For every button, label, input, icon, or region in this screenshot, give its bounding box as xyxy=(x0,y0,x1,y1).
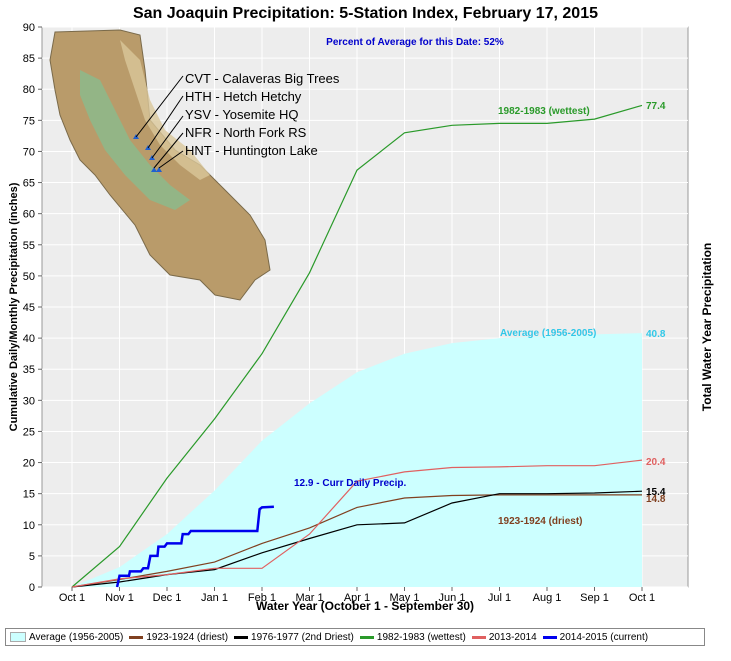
legend-label: 2013-2014 xyxy=(488,631,537,643)
x-tick-label: Feb 1 xyxy=(248,592,276,604)
central-valley-shading xyxy=(80,70,190,210)
legend-item: Average (1956-2005) xyxy=(10,632,123,643)
y-tick-label: 60 xyxy=(23,209,35,221)
x-tick-label: Aug 1 xyxy=(533,592,562,604)
y-tick-label: 35 xyxy=(23,364,35,376)
y-tick-label: 15 xyxy=(23,489,35,501)
legend-label: Average (1956-2005) xyxy=(29,631,124,643)
y2014-total: 20.4 xyxy=(646,457,666,468)
x-tick-label: Nov 1 xyxy=(105,592,134,604)
sierra-shading xyxy=(120,40,210,180)
series-line-5 xyxy=(115,505,274,588)
california-map-inset: CVT - Calaveras Big Trees HTH - Hetch He… xyxy=(49,29,340,301)
legend-swatch xyxy=(10,632,26,642)
station-label-hnt: HNT - Huntington Lake xyxy=(185,143,318,158)
legend-item: 1982-1983 (wettest) xyxy=(359,631,466,643)
y-tick-label: 20 xyxy=(23,458,35,470)
legend-label: 1923-1924 (driest) xyxy=(146,631,229,643)
y-tick-label: 5 xyxy=(29,551,35,563)
legend: Average (1956-2005) 1923-1924 (driest) 197… xyxy=(5,628,705,646)
legend-label: 2014-2015 (current) xyxy=(559,631,649,643)
legend-swatch xyxy=(471,635,486,639)
y-tick-label: 45 xyxy=(23,302,35,314)
legend-item: 1923-1924 (driest) xyxy=(129,632,228,643)
average-label: Average (1956-2005) xyxy=(500,328,596,339)
x-tick-label: Oct 1 xyxy=(59,592,85,604)
x-tick-label: May 1 xyxy=(390,592,420,604)
y-tick-label: 0 xyxy=(29,582,35,594)
chart-title: San Joaquin Precipitation: 5-Station Ind… xyxy=(132,5,598,22)
y-tick-label: 80 xyxy=(23,84,35,96)
legend-item: 2013-2014 xyxy=(471,631,537,643)
average-total: 40.8 xyxy=(646,329,666,340)
percent-of-average-annotation: Percent of Average for this Date: 52% xyxy=(326,37,504,48)
station-leader-lines xyxy=(135,75,184,169)
series-line-3 xyxy=(71,104,643,588)
legend-label: 1982-1983 (wettest) xyxy=(376,631,466,643)
x-tick-label: Jan 1 xyxy=(201,592,228,604)
series-line-1 xyxy=(71,494,642,588)
x-tick-label: Mar 1 xyxy=(295,592,323,604)
y1977-total: 15.4 xyxy=(646,487,666,498)
x-tick-label: Apr 1 xyxy=(344,592,370,604)
y-tick-label: 55 xyxy=(23,240,35,252)
station-marker-hnt-icon xyxy=(156,167,162,172)
wettest-total: 77.4 xyxy=(646,101,666,112)
y-axis-right-label: Total Water Year Precipitation xyxy=(700,243,714,412)
y-tick-label: 65 xyxy=(23,178,35,190)
x-tick-label: Oct 1 xyxy=(629,592,655,604)
y-tick-label: 25 xyxy=(23,426,35,438)
station-marker-nfr-icon xyxy=(151,167,157,172)
average-area xyxy=(72,333,642,587)
x-axis-label: Water Year (October 1 - September 30) xyxy=(256,599,474,613)
driest-label: 1923-1924 (driest) xyxy=(498,516,583,527)
x-tick-label: Jun 1 xyxy=(439,592,466,604)
y-tick-label: 50 xyxy=(23,271,35,283)
y1924-total: 14.8 xyxy=(646,494,666,505)
series-area-average xyxy=(72,333,642,587)
station-label-ysv: YSV - Yosemite HQ xyxy=(185,107,298,122)
y-tick-label: 85 xyxy=(23,53,35,65)
axes: 0 5 10 15 20 25 30 35 40 45 50 55 60 65 70 75 80 85 90 Oct … xyxy=(23,22,655,604)
y-tick-label: 70 xyxy=(23,146,35,158)
y-tick-label: 30 xyxy=(23,395,35,407)
current-label: 12.9 - Curr Daily Precip. xyxy=(294,478,406,489)
legend-swatch xyxy=(542,635,557,639)
y-tick-label: 10 xyxy=(23,520,35,532)
series-line-4 xyxy=(71,459,643,588)
legend-item: 1976-1977 (2nd Driest) xyxy=(234,632,354,643)
station-label-nfr: NFR - North Fork RS xyxy=(185,125,307,140)
x-tick-label: Sep 1 xyxy=(580,592,609,604)
legend-swatch xyxy=(359,635,374,639)
y-axis-label: Cumulative Daily/Monthly Precipitation (… xyxy=(8,182,20,431)
station-label-hth: HTH - Hetch Hetchy xyxy=(185,89,302,104)
station-markers xyxy=(133,134,162,172)
wettest-label: 1982-1983 (wettest) xyxy=(498,106,590,117)
legend-item: 2014-2015 (current) xyxy=(542,631,649,643)
station-label-cvt: CVT - Calaveras Big Trees xyxy=(185,71,340,86)
y-tick-label: 75 xyxy=(23,115,35,127)
x-tick-label: Jul 1 xyxy=(488,592,511,604)
legend-label: 1976-1977 (2nd Driest) xyxy=(251,631,354,643)
x-tick-label: Dec 1 xyxy=(153,592,182,604)
y-tick-label: 90 xyxy=(23,22,35,34)
legend-swatch xyxy=(129,635,144,639)
legend-swatch xyxy=(234,635,249,639)
y-tick-label: 40 xyxy=(23,333,35,345)
series-lines xyxy=(71,104,643,588)
